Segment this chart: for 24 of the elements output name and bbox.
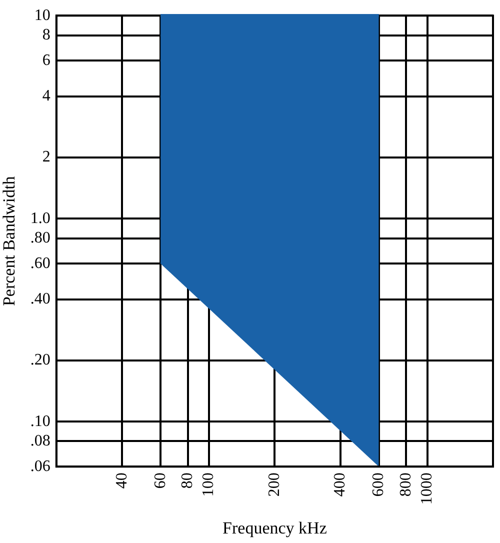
y-tick-label: .20 (30, 352, 50, 369)
y-tick-label: 6 (42, 52, 50, 69)
x-tick-label: 600 (370, 472, 388, 497)
y-tick-label: .10 (30, 412, 50, 430)
x-tick-label: 1000 (418, 472, 436, 505)
y-tick-label: .06 (30, 458, 50, 475)
x-tick-label: 40 (113, 472, 130, 489)
y-tick-label: 1.0 (30, 210, 50, 227)
x-tick-label: 80 (179, 472, 196, 489)
y-tick-label: 8 (42, 26, 50, 44)
x-tick-label: 400 (332, 472, 349, 497)
y-tick-label: .60 (30, 254, 50, 272)
y-tick-label: 2 (42, 148, 50, 166)
y-tick-label: .40 (30, 290, 50, 308)
y-tick-label: .08 (30, 432, 50, 450)
y-tick-label: 10 (34, 6, 50, 24)
x-tick-label: 100 (200, 472, 218, 497)
y-axis-title: Percent Bandwidth (0, 176, 19, 306)
x-axis-title: Frequency kHz (222, 518, 328, 538)
x-tick-label: 60 (152, 472, 169, 489)
y-tick-label: 4 (42, 88, 50, 105)
x-tick-label: 800 (397, 472, 414, 497)
y-tick-label: .80 (30, 229, 50, 246)
x-tick-label: 200 (266, 472, 283, 497)
